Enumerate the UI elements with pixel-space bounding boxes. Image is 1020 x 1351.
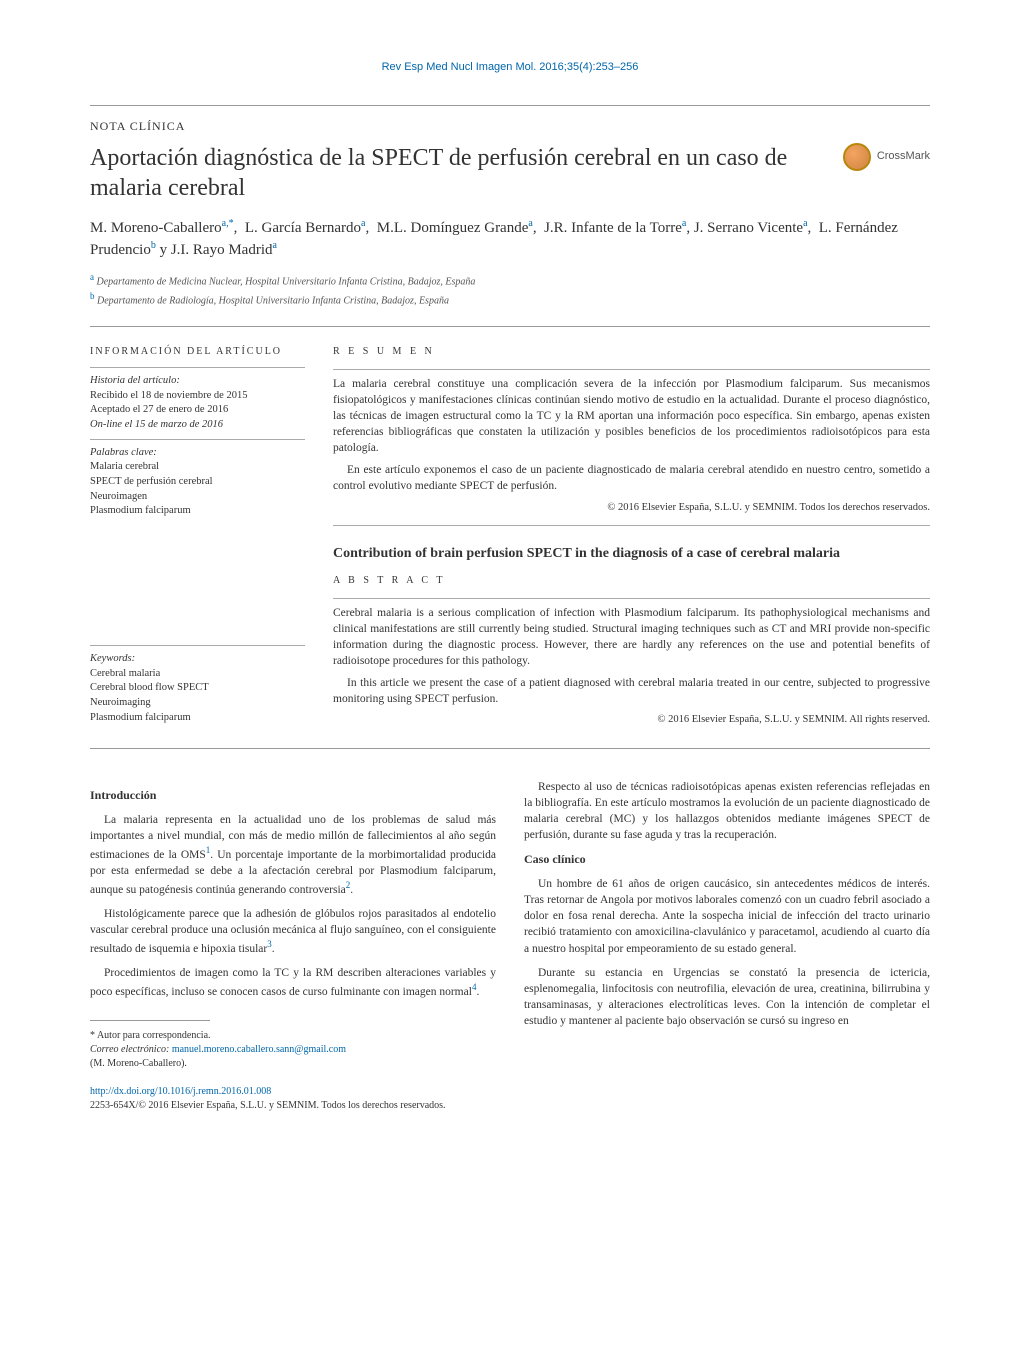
top-rule [90,105,930,106]
abstract-paragraph: In this article we present the case of a… [333,675,930,707]
keyword: Plasmodium falciparum [90,711,305,726]
keywords-es-label: Palabras clave: [90,446,305,461]
caso-paragraph: Un hombre de 61 años de origen caucásico… [524,876,930,956]
abstract-rule [333,369,930,370]
author-affil-sup: a [803,218,807,229]
keywords-en-label: Keywords: [90,652,305,667]
article-title-en: Contribution of brain perfusion SPECT in… [333,544,930,564]
keyword: SPECT de perfusión cerebral [90,475,305,490]
info-rule [90,367,305,368]
intro-text: Procedimientos de imagen como la TC y la… [90,967,496,998]
info-rule [90,439,305,440]
intro-paragraph: Histológicamente parece que la adhesión … [90,906,496,957]
keyword: Cerebral malaria [90,667,305,682]
corresp-name: (M. Moreno-Caballero). [90,1057,496,1071]
info-abstract-row: INFORMACIÓN DEL ARTÍCULO Historia del ar… [90,345,930,728]
abstract-text: Cerebral malaria is a serious complicati… [333,605,930,708]
author-affil-sup: a [682,218,686,229]
keyword: Neuroimaging [90,696,305,711]
intro-paragraph: Procedimientos de imagen como la TC y la… [90,965,496,1000]
history-accepted: Aceptado el 27 de enero de 2016 [90,403,305,418]
affiliations: a Departamento de Medicina Nuclear, Hosp… [90,271,930,308]
body-rule [90,748,930,749]
author: L. García Bernardo [245,220,361,236]
keyword: Malaria cerebral [90,460,305,475]
author: J. Serrano Vicente [694,220,803,236]
author: J.I. Rayo Madrid [171,242,273,258]
doi-link[interactable]: http://dx.doi.org/10.1016/j.remn.2016.01… [90,1085,930,1099]
affiliation-b: Departamento de Radiología, Hospital Uni… [97,295,449,306]
author-affil-sup: a [361,218,365,229]
footnote-rule [90,1020,210,1021]
history-label: Historia del artículo: [90,374,305,389]
caso-paragraph: Durante su estancia en Urgencias se cons… [524,965,930,1029]
abstract-rule [333,598,930,599]
info-rule [90,645,305,646]
crossmark-icon [843,143,871,171]
intro-text: Histológicamente parece que la adhesión … [90,908,496,955]
affiliation-a: Departamento de Medicina Nuclear, Hospit… [97,277,476,288]
keyword: Cerebral blood flow SPECT [90,681,305,696]
section-rule [333,525,930,526]
abstract-paragraph: Cerebral malaria is a serious complicati… [333,605,930,669]
journal-reference: Rev Esp Med Nucl Imagen Mol. 2016;35(4):… [90,60,930,75]
intro-paragraph: La malaria representa en la actualidad u… [90,812,496,898]
article-title-es: Aportación diagnóstica de la SPECT de pe… [90,143,823,203]
intro-text: . [350,884,353,896]
mid-rule [90,326,930,327]
history-online: On-line el 15 de marzo de 2016 [90,419,223,430]
doi-block: http://dx.doi.org/10.1016/j.remn.2016.01… [90,1085,930,1113]
article-type: NOTA CLÍNICA [90,118,930,135]
right-paragraph: Respecto al uso de técnicas radioisotópi… [524,779,930,843]
resumen-text: La malaria cerebral constituye una compl… [333,376,930,495]
author: J.R. Infante de la Torre [544,220,682,236]
article-info-column: INFORMACIÓN DEL ARTÍCULO Historia del ar… [90,345,305,728]
authors-list: M. Moreno-Caballeroa,*, L. García Bernar… [90,217,930,261]
author-affil-sup: a [528,218,532,229]
author-affil-sup: a [272,240,276,251]
corresp-email-label: Correo electrónico: [90,1044,169,1055]
affil-sup: a [90,272,94,282]
correspondence-footnote: * Autor para correspondencia. Correo ele… [90,1029,496,1071]
copyright-es: © 2016 Elsevier España, S.L.U. y SEMNIM.… [333,501,930,516]
keyword: Plasmodium falciparum [90,504,305,519]
author: M. Moreno-Caballero [90,220,222,236]
intro-text: . [272,943,275,955]
keyword: Neuroimagen [90,490,305,505]
abstract-heading: A B S T R A C T [333,574,930,588]
resumen-heading: R E S U M E N [333,345,930,359]
body-columns: Introducción La malaria representa en la… [90,779,930,1071]
caso-heading: Caso clínico [524,851,930,868]
body-left-column: Introducción La malaria representa en la… [90,779,496,1071]
intro-heading: Introducción [90,787,496,804]
author-affil-sup: a,* [222,218,234,229]
body-right-column: Respecto al uso de técnicas radioisotópi… [524,779,930,1071]
affil-sup: b [90,291,95,301]
corresp-label: * Autor para correspondencia. [90,1029,496,1043]
crossmark-badge[interactable]: CrossMark [843,143,930,171]
info-heading: INFORMACIÓN DEL ARTÍCULO [90,345,305,359]
history-received: Recibido el 18 de noviembre de 2015 [90,389,305,404]
resumen-paragraph: La malaria cerebral constituye una compl… [333,376,930,456]
author-affil-sup: b [151,240,156,251]
crossmark-label: CrossMark [877,149,930,164]
author: M.L. Domínguez Grande [377,220,529,236]
corresp-email[interactable]: manuel.moreno.caballero.sann@gmail.com [172,1044,346,1055]
resumen-paragraph: En este artículo exponemos el caso de un… [333,462,930,494]
abstract-column: R E S U M E N La malaria cerebral consti… [333,345,930,728]
title-row: Aportación diagnóstica de la SPECT de pe… [90,143,930,203]
copyright-en: © 2016 Elsevier España, S.L.U. y SEMNIM.… [333,713,930,728]
intro-text: . [476,986,479,998]
issn-copyright: 2253-654X/© 2016 Elsevier España, S.L.U.… [90,1099,930,1113]
